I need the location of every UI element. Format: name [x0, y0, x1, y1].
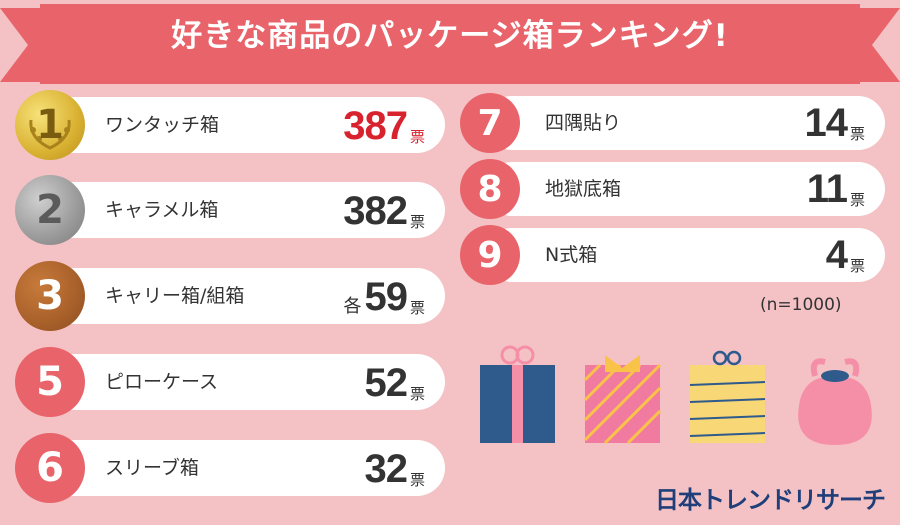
vote-prefix: 各: [343, 296, 362, 317]
ranking-row-2: キャラメル箱 382 票: [35, 182, 445, 238]
ranking-row-1: ワンタッチ箱 387 票: [35, 97, 445, 153]
rank-number: 8: [477, 168, 503, 210]
rank-number: 2: [36, 187, 64, 233]
bronze-medal-icon: 3: [15, 261, 85, 331]
rank-badge: 7: [460, 93, 520, 153]
rank-number: 9: [477, 234, 503, 276]
rank-badge: 8: [460, 159, 520, 219]
vote-unit: 票: [409, 385, 425, 403]
item-name: 四隅貼り: [545, 112, 622, 134]
item-name: キャラメル箱: [105, 199, 219, 221]
vote-unit: 票: [409, 213, 425, 231]
vote-value: 387 票: [343, 97, 425, 153]
item-name: N式箱: [545, 244, 598, 266]
vote-value: 32 票: [364, 440, 425, 496]
gold-medal-icon: 1: [15, 90, 85, 160]
vote-count: 382: [343, 189, 408, 233]
vote-count: 59: [364, 275, 407, 319]
pink-pouch-icon: [798, 358, 872, 445]
rank-badge: 6: [15, 433, 85, 503]
rank-badge: 5: [15, 347, 85, 417]
rank-number: 1: [36, 102, 64, 148]
silver-medal-icon: 2: [15, 175, 85, 245]
vote-count: 4: [825, 233, 848, 277]
ranking-row-5: ピローケース 52 票: [35, 354, 445, 410]
vote-value: 52 票: [364, 354, 425, 410]
vote-count: 11: [806, 167, 848, 211]
title-banner: [0, 4, 900, 84]
rank-number: 3: [36, 273, 64, 319]
rank-number: 7: [477, 102, 503, 144]
pink-striped-box-icon: [583, 355, 662, 445]
vote-count: 52: [364, 361, 407, 405]
vote-unit: 票: [849, 257, 865, 275]
vote-count: 32: [364, 447, 407, 491]
ranking-row-8: 地獄底箱 11 票: [485, 162, 885, 216]
item-name: スリーブ箱: [105, 457, 199, 479]
brand-logo: 日本トレンドリサーチ: [655, 487, 886, 514]
ranking-row-6: スリーブ箱 32 票: [35, 440, 445, 496]
vote-count: 387: [343, 104, 408, 148]
vote-value: 382 票: [343, 182, 425, 238]
vote-unit: 票: [849, 125, 865, 143]
page-title: 好きな商品のパッケージ箱ランキング!: [171, 18, 729, 54]
laurel-icon: [29, 119, 71, 150]
vote-unit: 票: [409, 128, 425, 146]
vote-unit: 票: [409, 299, 425, 317]
vote-value: 4 票: [826, 228, 865, 282]
ranking-row-7: 四隅貼り 14 票: [485, 96, 885, 150]
vote-unit: 票: [849, 191, 865, 209]
item-name: 地獄底箱: [545, 178, 622, 200]
ranking-row-9: N式箱 4 票: [485, 228, 885, 282]
rank-badge: 9: [460, 225, 520, 285]
rank-number: 6: [36, 445, 64, 491]
yellow-striped-box-icon: [689, 350, 766, 443]
item-name: キャリー箱/組箱: [105, 285, 245, 307]
sample-size: (n=1000): [760, 295, 842, 315]
package-illustrations: [480, 345, 872, 445]
item-name: ワンタッチ箱: [105, 114, 220, 136]
item-name: ピローケース: [105, 371, 219, 393]
vote-value: 11 票: [807, 162, 865, 216]
vote-value: 各 59 票: [343, 268, 425, 324]
rank-number: 5: [36, 359, 64, 405]
vote-unit: 票: [409, 471, 425, 489]
ranking-row-3: キャリー箱/組箱 各 59 票: [35, 268, 445, 324]
vote-value: 14 票: [804, 96, 865, 150]
blue-gift-box-icon: [480, 345, 555, 443]
vote-count: 14: [804, 101, 847, 145]
